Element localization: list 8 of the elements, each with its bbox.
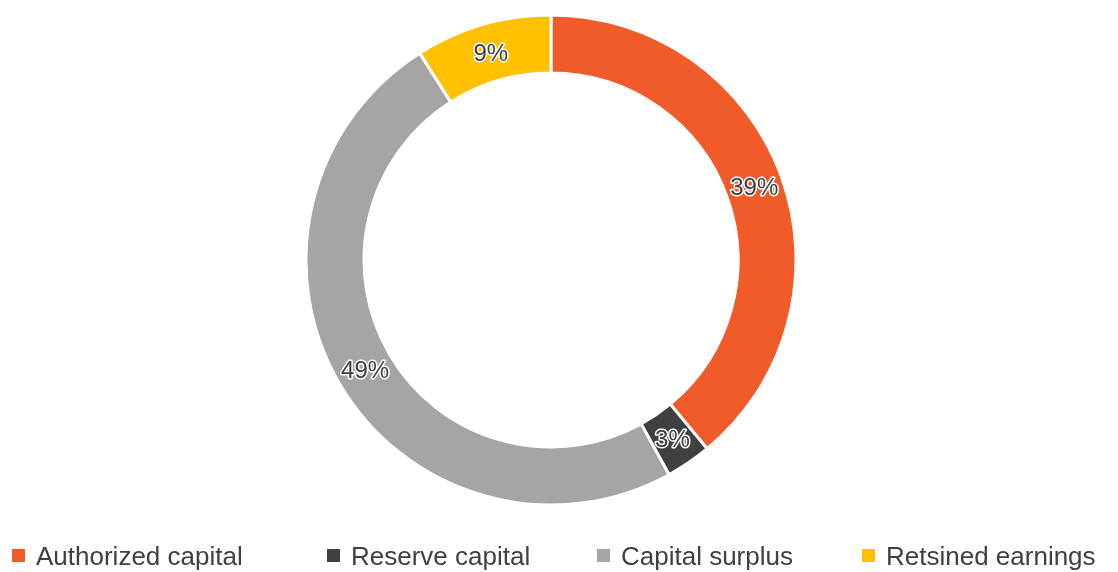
legend-label: Retsined earnings [886,541,1096,571]
data-label: 9% [473,39,509,67]
legend-label: Authorized capital [36,541,243,571]
data-label: 3% [655,425,690,453]
legend-label: Reserve capital [351,541,531,571]
legend-label: Capital surplus [621,541,793,571]
data-label: 49% [341,356,390,384]
data-label: 39% [730,173,779,201]
